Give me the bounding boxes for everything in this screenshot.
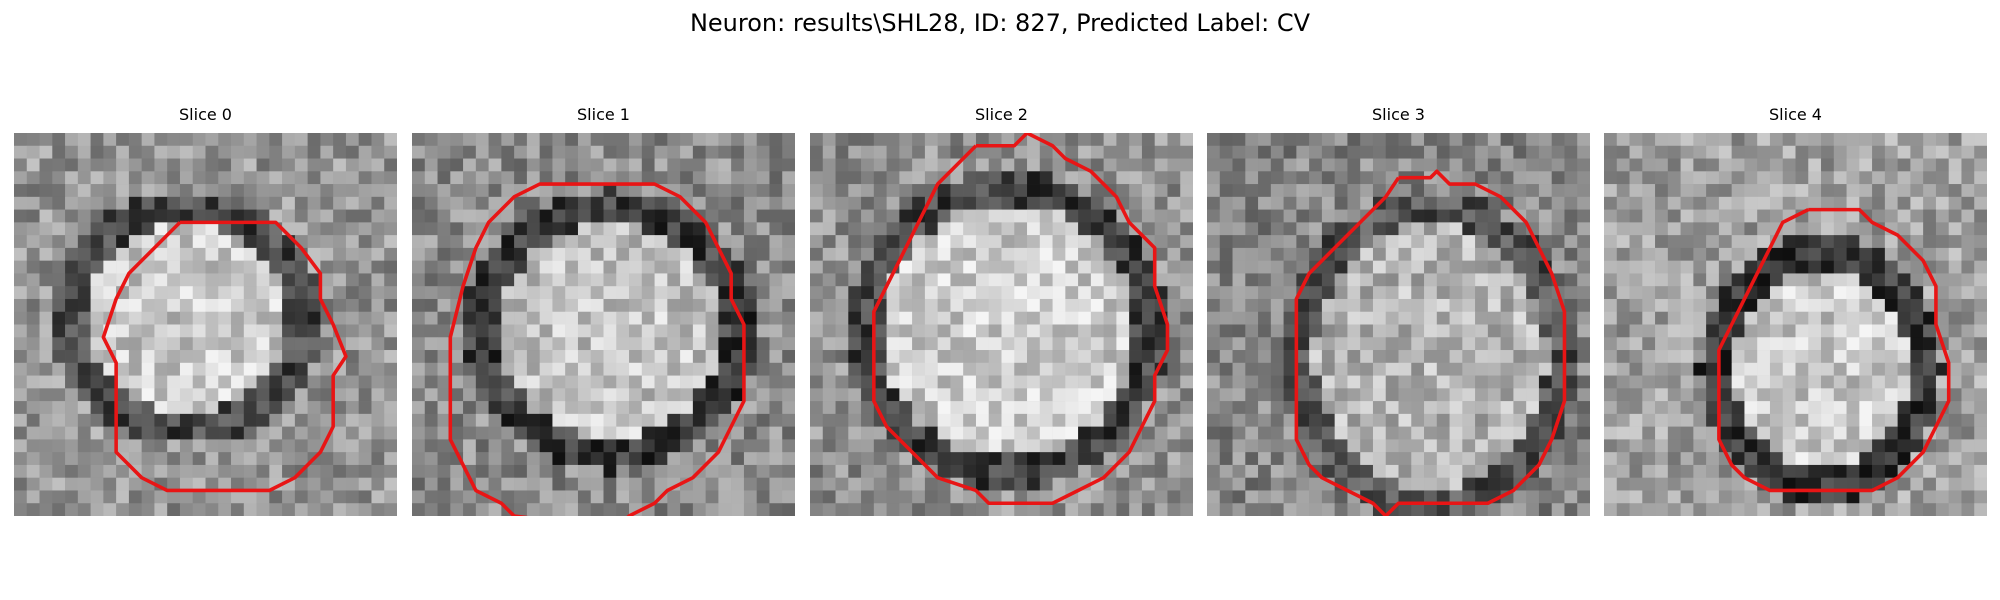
segmentation-contour (101, 220, 348, 493)
slice-image-3 (1207, 133, 1590, 516)
slice-panel-3: Slice 3 (1207, 105, 1590, 516)
slice-4-graphic (1604, 133, 1987, 516)
slice-title-2: Slice 2 (975, 105, 1028, 124)
figure-title: Neuron: results\SHL28, ID: 827, Predicte… (689, 9, 1311, 37)
slice-image-1 (412, 133, 795, 516)
pixel-grid (412, 133, 795, 516)
pixel-grid (1604, 133, 1987, 516)
slice-image-2 (810, 133, 1193, 516)
slice-panel-0: Slice 0 (14, 105, 397, 516)
segmentation-contour (1294, 169, 1567, 516)
segmentation-contour (872, 133, 1170, 506)
slice-title-3: Slice 3 (1372, 105, 1425, 124)
slice-panel-4: Slice 4 (1604, 105, 1987, 516)
slice-1-graphic (412, 133, 795, 516)
slice-panel-2: Slice 2 (810, 105, 1193, 516)
pixel-grid (810, 133, 1193, 516)
slice-2-graphic (810, 133, 1193, 516)
slice-0-graphic (14, 133, 397, 516)
slice-3-graphic (1207, 133, 1590, 516)
segmentation-contour (1717, 207, 1951, 493)
slice-image-0 (14, 133, 397, 516)
segmentation-contour (448, 182, 746, 516)
slice-title-4: Slice 4 (1769, 105, 1822, 124)
slice-title-1: Slice 1 (577, 105, 630, 124)
slice-title-0: Slice 0 (179, 105, 232, 124)
pixel-grid (1207, 133, 1590, 516)
slice-panel-1: Slice 1 (412, 105, 795, 516)
pixel-grid (14, 133, 397, 516)
slice-image-4 (1604, 133, 1987, 516)
